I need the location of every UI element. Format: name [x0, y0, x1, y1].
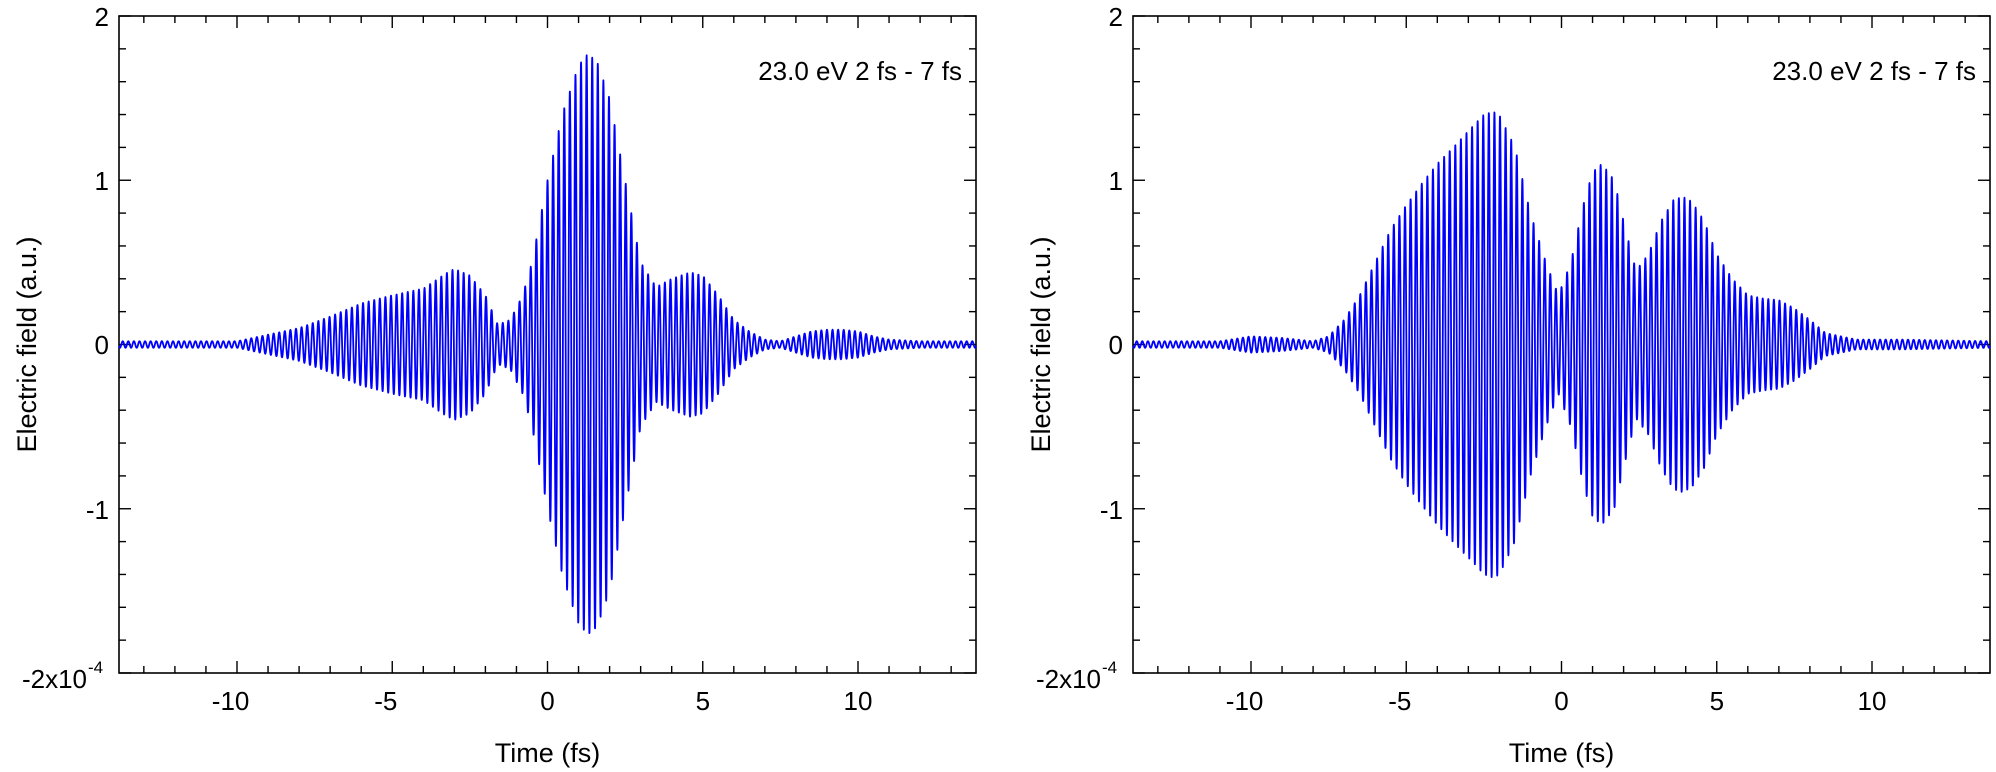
- x-tick-label: 0: [1554, 686, 1568, 716]
- x-tick-label: 10: [1858, 686, 1887, 716]
- x-tick-label: 5: [1710, 686, 1724, 716]
- y-tick-label-min: -2x10: [1036, 664, 1101, 694]
- x-tick-label: -5: [374, 686, 397, 716]
- y-tick-label: 1: [1109, 166, 1123, 196]
- x-tick-label: -5: [1388, 686, 1411, 716]
- chart-right: -10 -5 0 5 10 2 1 0 -1 -2x10 -4 Time (fs…: [1026, 2, 1991, 768]
- y-axis-label: Electric field (a.u.): [12, 236, 42, 452]
- x-axis-label: Time (fs): [1509, 738, 1614, 768]
- tick-labels: -10 -5 0 5 10 2 1 0 -1 -2x10 -4: [1036, 2, 1887, 716]
- y-tick-label-min: -2x10: [22, 664, 87, 694]
- y-tick-label: 2: [95, 2, 109, 32]
- y-axis-label: Electric field (a.u.): [1026, 236, 1056, 452]
- ticks: [1133, 15, 1990, 674]
- x-tick-label: -10: [1226, 686, 1264, 716]
- x-tick-label: 0: [540, 686, 554, 716]
- y-tick-label: 1: [95, 166, 109, 196]
- y-tick-label-mantissa: -2x10: [1036, 664, 1101, 694]
- y-tick-label: 0: [1109, 330, 1123, 360]
- x-tick-label: 5: [696, 686, 710, 716]
- y-scale-exponent: -4: [1102, 658, 1117, 677]
- x-axis-label: Time (fs): [495, 738, 600, 768]
- series-line: [1132, 111, 1991, 579]
- x-tick-label: 10: [844, 686, 873, 716]
- annotation: 23.0 eV 2 fs - 7 fs: [758, 56, 962, 86]
- chart-left: -10 -5 0 5 10 2 1 0 -1 -2x10 -4 Time (fs…: [12, 2, 977, 768]
- annotation: 23.0 eV 2 fs - 7 fs: [1772, 56, 1976, 86]
- y-scale-exponent: -4: [88, 658, 103, 677]
- y-tick-label: 2: [1109, 2, 1123, 32]
- tick-labels: -10 -5 0 5 10 2 1 0 -1 -2x10 -4: [22, 2, 873, 716]
- x-tick-label: -10: [212, 686, 250, 716]
- y-tick-label: -1: [1100, 495, 1123, 525]
- series-line: [118, 54, 977, 634]
- y-tick-label-mantissa: -2x10: [22, 664, 87, 694]
- y-tick-label: -1: [86, 495, 109, 525]
- y-tick-label: 0: [95, 330, 109, 360]
- ticks: [119, 15, 976, 674]
